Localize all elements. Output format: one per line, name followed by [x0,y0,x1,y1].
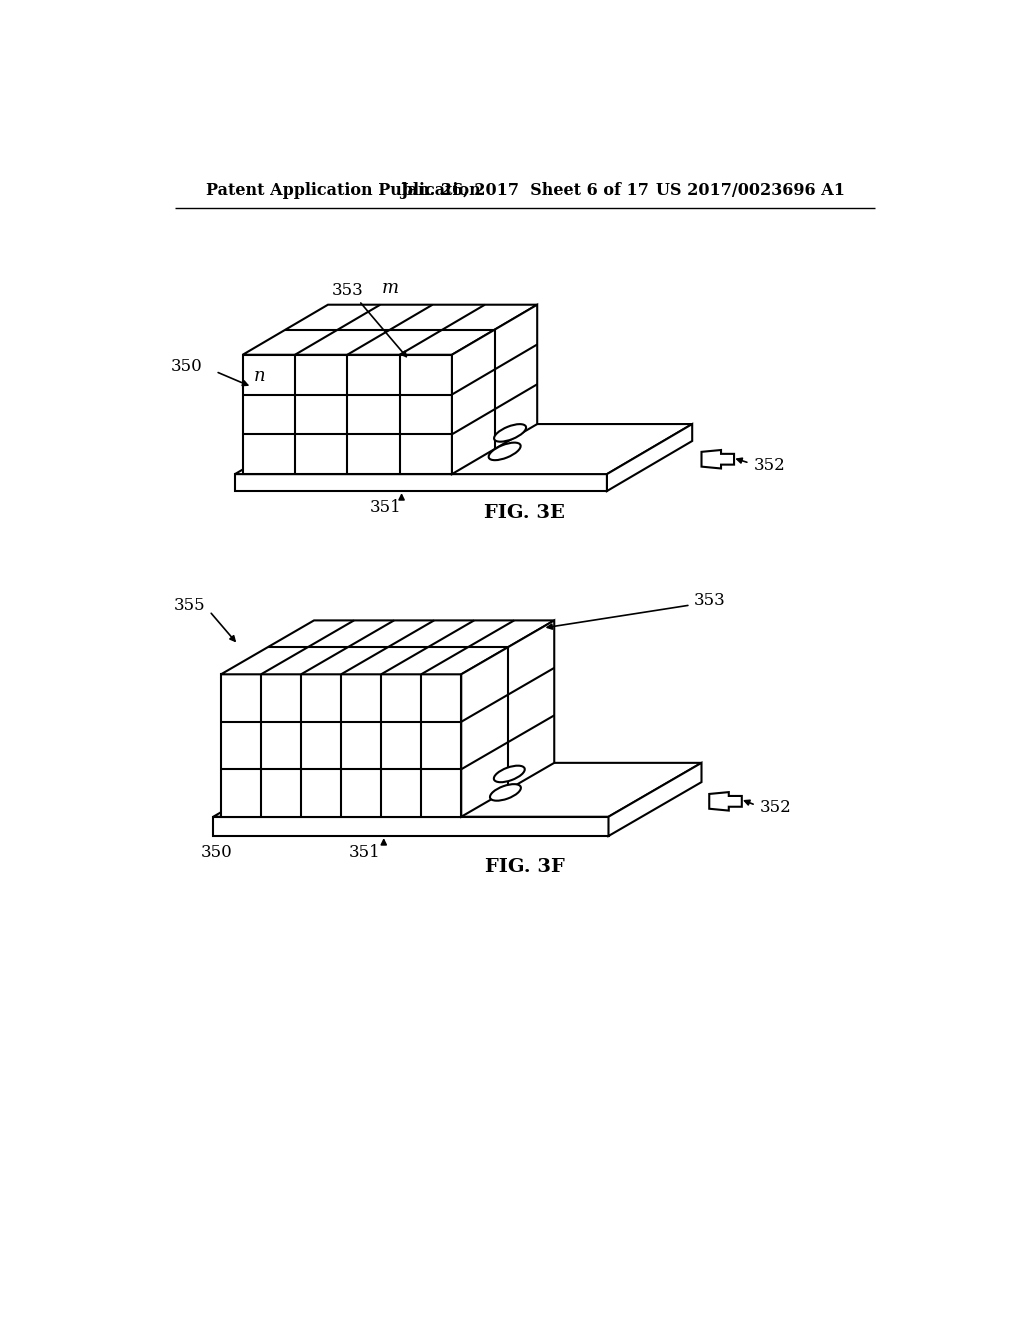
Text: n: n [254,367,265,385]
Polygon shape [221,675,461,817]
Text: 355: 355 [174,597,206,614]
Text: Jan. 26, 2017  Sheet 6 of 17: Jan. 26, 2017 Sheet 6 of 17 [400,182,649,199]
Polygon shape [213,763,701,817]
Text: US 2017/0023696 A1: US 2017/0023696 A1 [656,182,845,199]
Polygon shape [452,305,538,474]
Polygon shape [221,620,554,675]
Polygon shape [243,305,538,355]
Polygon shape [243,355,452,474]
Polygon shape [234,474,607,491]
Polygon shape [608,763,701,836]
Text: 352: 352 [755,457,786,474]
Text: 351: 351 [348,845,380,862]
Text: 353: 353 [332,282,364,300]
Polygon shape [607,424,692,491]
Text: FIG. 3E: FIG. 3E [484,504,565,521]
Polygon shape [710,792,741,810]
Text: 352: 352 [760,799,792,816]
Polygon shape [461,620,554,817]
Text: 351: 351 [371,499,402,516]
Ellipse shape [494,766,524,783]
Polygon shape [213,817,608,836]
Ellipse shape [488,442,520,461]
Text: Patent Application Publication: Patent Application Publication [206,182,480,199]
Text: 350: 350 [171,358,203,375]
Ellipse shape [494,424,526,442]
Text: 353: 353 [693,591,725,609]
Text: m: m [381,279,398,297]
Polygon shape [701,450,734,469]
Text: 350: 350 [202,845,233,862]
Polygon shape [234,424,692,474]
Ellipse shape [489,784,521,801]
Text: FIG. 3F: FIG. 3F [485,858,564,875]
